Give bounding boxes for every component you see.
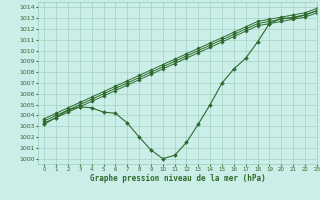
X-axis label: Graphe pression niveau de la mer (hPa): Graphe pression niveau de la mer (hPa)	[90, 174, 266, 183]
